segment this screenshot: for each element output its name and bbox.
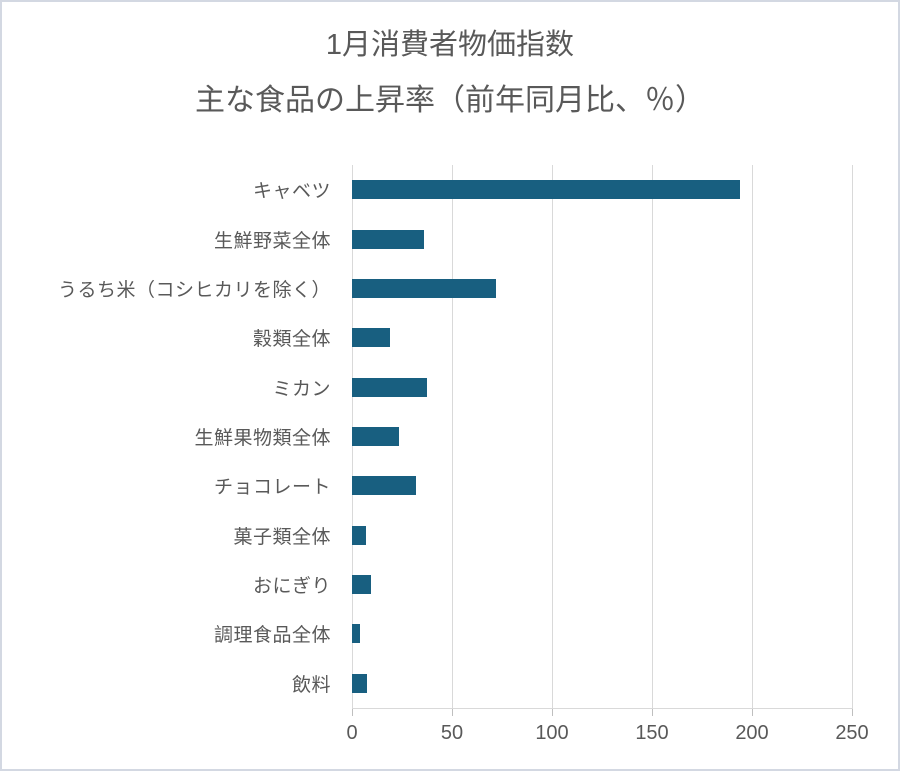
bar [352, 476, 416, 496]
x-axis-tick-mark [352, 709, 353, 716]
bar-row: ミカン [2, 362, 852, 411]
bar [352, 426, 399, 446]
gridline [752, 165, 753, 708]
bar [352, 377, 427, 397]
x-axis-tick-label: 100 [535, 722, 569, 744]
x-axis-tick-label: 50 [440, 722, 464, 744]
bar-row: 調理食品全体 [2, 609, 852, 658]
bar-track [352, 609, 852, 658]
chart-title-line2: 主な食品の上昇率（前年同月比、％） [195, 84, 705, 117]
category-label: チョコレート [213, 477, 331, 499]
category-label: うるち米（コシヒカリを除く） [57, 279, 331, 301]
chart-title: 1月消費者物価指数 主な食品の上昇率（前年同月比、％） [2, 28, 898, 119]
x-axis-tick-mark [652, 709, 653, 716]
bar-row: 生鮮果物類全体 [2, 412, 852, 461]
bar-track [352, 511, 852, 560]
bar-track [352, 461, 852, 510]
bar-row: チョコレート [2, 461, 852, 510]
bar-row: 菓子類全体 [2, 511, 852, 560]
bar-row: キャベツ [2, 165, 852, 214]
category-label: 菓子類全体 [233, 526, 331, 548]
x-axis-tick-label: 250 [835, 722, 869, 744]
bar-track [352, 313, 852, 362]
bar-track [352, 412, 852, 461]
category-label: おにぎり [252, 576, 331, 598]
bar [352, 180, 740, 200]
bar-track [352, 362, 852, 411]
gridline [652, 165, 653, 708]
bar-track [352, 659, 852, 708]
bar-rows: キャベツ生鮮野菜全体うるち米（コシヒカリを除く） 穀類全体ミカン生鮮果物類全体チョ… [2, 165, 852, 708]
chart-title-line1: 1月消費者物価指数 [325, 29, 575, 61]
x-axis-line [352, 708, 853, 709]
bar-track [352, 560, 852, 609]
x-axis-tick-label: 200 [735, 722, 769, 744]
bar [352, 525, 366, 545]
bar-row: おにぎり [2, 560, 852, 609]
x-axis-tick-mark [552, 709, 553, 716]
bar-row: 生鮮野菜全体 [2, 214, 852, 263]
bar [352, 673, 367, 693]
bar-track [352, 264, 852, 313]
x-axis-tick-mark [452, 709, 453, 716]
category-label: 生鮮果物類全体 [194, 427, 331, 449]
bar [352, 278, 496, 298]
category-label: 飲料 [291, 674, 331, 696]
bar-row: 飲料 [2, 659, 852, 708]
bar [352, 575, 371, 595]
gridline [552, 165, 553, 708]
gridline [452, 165, 453, 708]
bar [352, 624, 360, 644]
category-label: ミカン [272, 378, 331, 400]
x-axis-tick-label: 0 [346, 722, 358, 744]
x-axis-tick-mark [752, 709, 753, 716]
category-label: 生鮮野菜全体 [213, 230, 331, 252]
x-axis-tick-label: 150 [635, 722, 669, 744]
bar-track [352, 165, 852, 214]
bar-row: 穀類全体 [2, 313, 852, 362]
category-label: 調理食品全体 [213, 625, 331, 647]
category-label: キャベツ [252, 181, 331, 203]
category-label: 穀類全体 [252, 329, 331, 351]
bar [352, 328, 390, 348]
x-axis-tick-mark [852, 709, 853, 716]
bar-track [352, 214, 852, 263]
bar-row: うるち米（コシヒカリを除く） [2, 264, 852, 313]
gridline [852, 165, 853, 708]
bar [352, 229, 424, 249]
